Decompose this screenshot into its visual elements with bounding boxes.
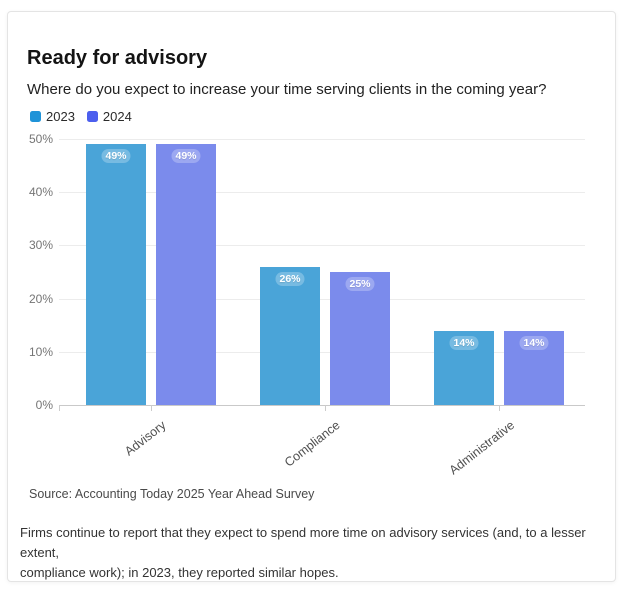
legend-label: 2023 bbox=[46, 109, 75, 124]
axis-tick bbox=[325, 405, 326, 411]
legend-swatch-icon bbox=[86, 111, 98, 122]
gridline bbox=[59, 298, 585, 300]
bar-advisory-2024: 49% bbox=[156, 144, 216, 405]
footnote-line-1: Firms continue to report that they expec… bbox=[20, 525, 586, 560]
chart-card: Ready for advisory Where do you expect t… bbox=[7, 11, 616, 582]
bar-compliance-2024: 25% bbox=[330, 272, 390, 405]
gridline bbox=[59, 192, 585, 194]
y-axis-tick-label: 20% bbox=[28, 291, 53, 306]
legend: 2023 2024 bbox=[30, 110, 132, 123]
x-axis-line bbox=[59, 405, 585, 406]
bar-value-label: 49% bbox=[171, 149, 201, 164]
chart-title: Ready for advisory bbox=[27, 47, 208, 69]
bar-value-label: 49% bbox=[101, 149, 131, 164]
footnote: Firms continue to report that they expec… bbox=[20, 523, 610, 583]
gridline bbox=[59, 139, 585, 140]
bar-compliance-2023: 26% bbox=[260, 266, 320, 405]
legend-label: 2024 bbox=[102, 109, 132, 124]
bar-value-label: 26% bbox=[275, 271, 305, 286]
y-axis-tick-label: 0% bbox=[35, 398, 53, 412]
x-axis-category-label: Administrative bbox=[446, 418, 517, 478]
bar-value-label: 25% bbox=[345, 277, 375, 291]
y-axis-tick-label: 50% bbox=[28, 132, 53, 146]
bar-value-label: 14% bbox=[519, 335, 549, 350]
axis-tick bbox=[59, 405, 60, 411]
axis-tick bbox=[499, 405, 500, 411]
footnote-line-2: compliance work); in 2023, they reported… bbox=[20, 565, 339, 580]
bar-advisory-2023: 49% bbox=[86, 144, 146, 405]
legend-swatch-icon bbox=[30, 111, 41, 122]
source-line: Source: Accounting Today 2025 Year Ahead… bbox=[29, 487, 315, 501]
gridline bbox=[59, 351, 585, 353]
bar-administrative-2024: 14% bbox=[504, 330, 564, 405]
y-axis-tick-label: 40% bbox=[28, 185, 53, 200]
gridline bbox=[59, 245, 585, 247]
bar-administrative-2023: 14% bbox=[434, 330, 494, 405]
legend-item-2023: 2023 bbox=[30, 110, 75, 123]
chart-subtitle: Where do you expect to increase your tim… bbox=[27, 81, 547, 98]
x-axis-category-label: Advisory bbox=[122, 418, 169, 459]
y-axis-tick-label: 10% bbox=[28, 344, 53, 359]
x-axis-category-label: Compliance bbox=[281, 418, 343, 470]
legend-item-2024: 2024 bbox=[86, 109, 132, 124]
plot-area: 0% 10% 20% 30% 40% 50% 49% 49% Advisory 26% 25% Com… bbox=[29, 132, 585, 477]
bar-value-label: 14% bbox=[449, 335, 479, 350]
y-axis-tick-label: 30% bbox=[28, 238, 53, 253]
axis-tick bbox=[151, 405, 152, 411]
